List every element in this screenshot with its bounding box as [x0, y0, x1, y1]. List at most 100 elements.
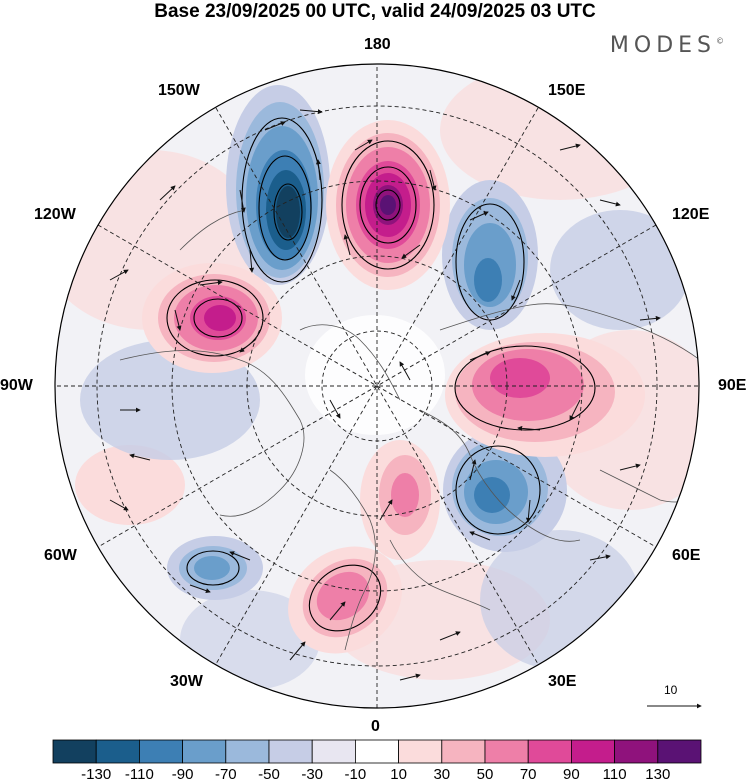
- lon-label-60w: 60W: [44, 547, 77, 564]
- colorbar-cell: [571, 739, 616, 764]
- wind-vector: [239, 339, 256, 353]
- colorbar-cell: [225, 739, 270, 764]
- colorbar-cell: [614, 739, 659, 764]
- wind-vector: [354, 139, 373, 151]
- reference-vector: [647, 703, 702, 709]
- colorbar-cell: [52, 739, 97, 764]
- lon-label-0: 0: [371, 718, 380, 735]
- lon-label-90w: 90W: [0, 377, 33, 394]
- colorbar-label: -10: [344, 766, 367, 783]
- lon-label-60e: 60E: [672, 547, 701, 564]
- wind-vector: [199, 280, 223, 286]
- colorbar-label: -30: [301, 766, 324, 783]
- wind-vector: [401, 244, 421, 259]
- colorbar-label: -50: [258, 766, 280, 783]
- wind-vector: [189, 584, 211, 593]
- wind-vector: [299, 109, 323, 115]
- wind-vector: [343, 234, 351, 256]
- lon-label-120w: 120W: [34, 206, 76, 223]
- wind-vector: [569, 399, 581, 421]
- colorbar-cell: [527, 739, 572, 764]
- colorbar-cell: [354, 739, 399, 764]
- wind-vector: [589, 554, 611, 561]
- wind-vector: [264, 121, 286, 131]
- colorbar-label: 90: [563, 766, 580, 783]
- lon-label-30w: 30W: [170, 673, 203, 690]
- colorbar-label: 110: [602, 766, 627, 783]
- wind-vector: [517, 425, 541, 431]
- colorbar-cell: [441, 739, 486, 764]
- colorbar-cell: [138, 739, 183, 764]
- wind-vector: [289, 641, 306, 661]
- colorbar-label: -130: [81, 766, 112, 783]
- lon-label-150e: 150E: [548, 82, 586, 99]
- wind-vector: [559, 143, 581, 151]
- wind-vector: [329, 399, 341, 419]
- wind-vector: [469, 351, 491, 361]
- graticule: [55, 64, 699, 708]
- lon-label-30e: 30E: [548, 673, 577, 690]
- wind-vector: [469, 211, 489, 221]
- high-anomaly-pacific: [326, 120, 450, 290]
- colorbar-cell: [182, 739, 227, 764]
- wind-vector: [399, 361, 411, 381]
- brand-text: MODES: [609, 33, 716, 58]
- wind-vector: [315, 159, 321, 181]
- lon-label-150w: 150W: [158, 82, 200, 99]
- colorbar-label: 130: [645, 766, 671, 783]
- lon-label-180: 180: [364, 36, 391, 53]
- modes-logo: MODES©: [610, 33, 724, 58]
- wind-vector: [129, 453, 151, 461]
- low-anomaly-pacific: [226, 85, 330, 285]
- wind-vector: [469, 531, 491, 541]
- wind-vector: [511, 279, 521, 301]
- wind-vectors: [109, 109, 661, 681]
- high-anomaly-canada: [142, 263, 282, 373]
- wind-vector: [329, 601, 346, 621]
- wind-vector: [249, 249, 255, 273]
- colorbar-cell: [484, 739, 529, 764]
- brand-mark: ©: [716, 36, 724, 46]
- wind-vector: [469, 459, 477, 481]
- colorbar-label: 10: [390, 766, 407, 783]
- wind-vector: [159, 185, 176, 201]
- colorbar-label: -110: [124, 766, 154, 783]
- lon-label-120e: 120E: [672, 206, 710, 223]
- wind-vector: [525, 499, 531, 523]
- wind-vector: [109, 269, 129, 281]
- contour-lines: [166, 117, 596, 632]
- low-anomaly-atlantic: [167, 536, 263, 600]
- wind-vector: [439, 631, 461, 641]
- wind-vector: [379, 499, 393, 521]
- wind-vector: [399, 673, 421, 681]
- colorbar-cell: [268, 739, 313, 764]
- low-anomaly-siberia: [442, 180, 538, 330]
- wind-vector: [599, 199, 621, 207]
- colorbar-label: 30: [433, 766, 451, 783]
- anomaly-patch: [75, 445, 185, 525]
- anomaly-field: [55, 64, 699, 708]
- colorbar-cell: [311, 739, 356, 764]
- map-title: Base 23/09/2025 00 UTC, valid 24/09/2025…: [154, 1, 596, 22]
- colorbar-cell: [95, 739, 140, 764]
- map-boundary: [54, 63, 700, 709]
- colorbar-label: 70: [519, 766, 537, 783]
- colorbar-cell: [657, 739, 702, 764]
- wind-vector: [619, 463, 641, 471]
- coastlines: [119, 209, 699, 651]
- lon-label-90e: 90E: [718, 377, 747, 394]
- wind-vector: [239, 189, 246, 213]
- wind-vector: [639, 315, 661, 321]
- wind-vector: [429, 169, 437, 191]
- wind-vector: [229, 551, 251, 561]
- wind-vector: [174, 309, 182, 331]
- colorbar-cell: [398, 739, 443, 764]
- colorbar-label: -70: [214, 766, 237, 783]
- colorbar-label: -90: [171, 766, 194, 783]
- colorbar-label: 50: [476, 766, 494, 783]
- reference-vector-label: 10: [664, 683, 678, 697]
- wind-vector: [109, 499, 129, 511]
- anomaly-patch: [550, 210, 690, 330]
